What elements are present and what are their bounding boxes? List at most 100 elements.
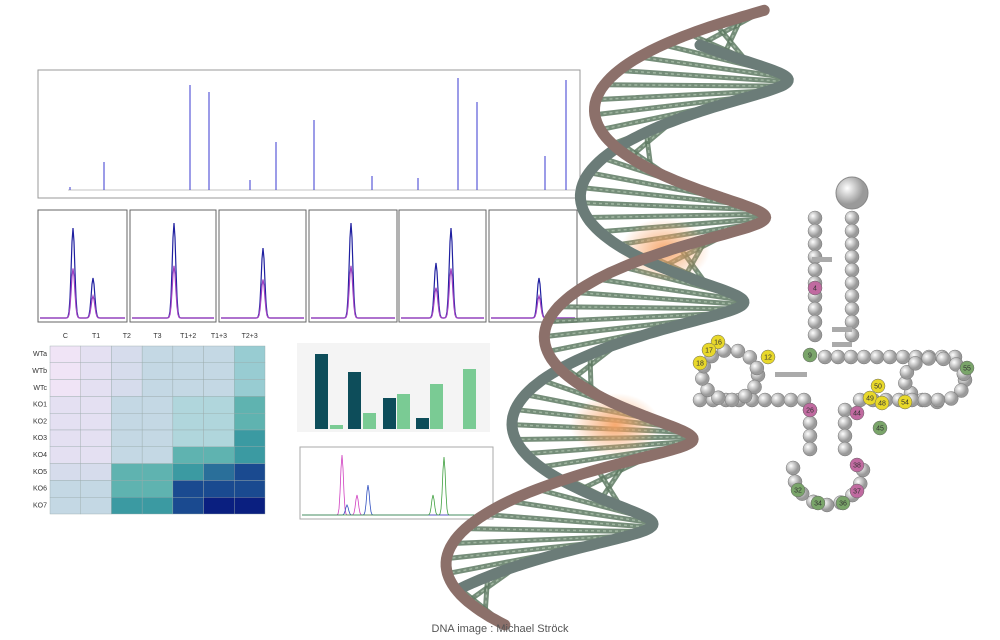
row-label: WTb [32,368,47,375]
labeled-nucleotide [701,342,717,358]
nucleotide [807,223,823,239]
trace [401,268,484,319]
heat-cell [80,362,112,380]
nucleotide [742,350,758,365]
backbone [454,39,794,595]
bar-thumb [430,384,443,429]
heat-cell [141,362,174,380]
nucleotide [724,392,740,408]
heat-cell [49,463,81,481]
labeled-nucleotide [810,495,826,511]
nucleotide [785,460,801,476]
nucleotide-label: 54 [901,399,909,406]
bar-thumb [397,394,410,429]
heat-cell [80,446,112,464]
stem-cap [835,176,869,210]
base-pair-core [599,217,766,233]
heat-cell [111,396,143,414]
heat-cell [172,379,204,397]
nucleotide [844,275,860,291]
base-pair-core [618,69,788,83]
nucleotide [807,314,823,330]
row-label: WTc [33,385,47,392]
column-label: T1+2 [180,333,196,340]
heat-cell [234,413,266,431]
heat-cell [80,480,112,498]
heat-cell [234,480,266,498]
heat-cell [80,379,112,397]
row-label: KO2 [33,418,47,425]
nucleotide [807,210,823,226]
column-label: T1 [92,333,100,340]
nucleotide-label: 17 [705,347,713,354]
heat-cell [172,396,204,414]
bar-thumb [330,425,343,429]
backbone [440,4,772,631]
nucleotide [730,343,746,359]
nucleotide [837,402,853,418]
heat-cell [49,413,81,431]
nucleotide [711,390,726,405]
nucleotide [843,349,859,365]
labeled-nucleotide [870,378,886,394]
nucleotide [770,392,786,408]
trace [132,265,214,319]
heat-cell [80,463,112,481]
heat-cell [234,396,266,414]
heat-cell [49,429,81,447]
heat-cell [111,497,143,515]
nucleotide-label: 36 [839,500,847,507]
pair-bar [832,342,852,347]
nucleotide [844,314,860,330]
labeled-nucleotide [760,349,776,365]
heat-cell [234,362,266,380]
labeled-nucleotide [835,495,851,511]
labeled-nucleotide [790,482,806,498]
base-pair-core [447,547,579,575]
pair-bar [832,327,852,332]
heat-cell [141,446,174,464]
nucleotide [895,349,911,365]
heat-cell [172,429,204,447]
base-pair-core [547,325,676,353]
labeled-nucleotide [692,355,708,371]
labeled-nucleotide [897,394,913,410]
bar-thumb [416,418,429,429]
heat-cell [203,396,235,414]
nucleotide [943,391,959,406]
base-pair-core [571,342,620,381]
heat-cell [203,480,235,498]
nucleotide [830,349,846,365]
heat-cell [203,429,235,447]
base-pair-core [579,454,652,491]
chromatogram-frame [398,209,487,323]
heat-cell [203,345,235,363]
column-label: T2 [123,333,131,340]
nucleotide [807,301,823,317]
nucleotide-label: 9 [808,352,812,359]
nucleotide-label: 45 [876,425,884,432]
nucleotide [844,249,860,265]
trace [40,268,125,319]
nucleotide [807,236,823,252]
heat-cell [141,413,174,431]
nucleotide [930,392,946,408]
heat-cell [49,362,81,380]
bar-thumb [383,398,396,429]
labeled-nucleotide [807,280,823,296]
heat-cell [49,345,81,363]
bar-thumb [315,354,328,429]
nucleotide-label: 32 [794,487,802,494]
bar-thumb [348,372,361,429]
nucleotide-label: 44 [853,410,861,417]
row-label: KO1 [33,402,47,409]
heat-cell [172,446,204,464]
row-label: KO6 [33,486,47,493]
bar-thumb [363,413,376,429]
heat-cell [49,480,81,498]
heat-cell [172,480,204,498]
row-label: KO4 [33,452,47,459]
heat-cell [49,379,81,397]
nucleotide [749,360,765,376]
heat-cell [80,396,112,414]
